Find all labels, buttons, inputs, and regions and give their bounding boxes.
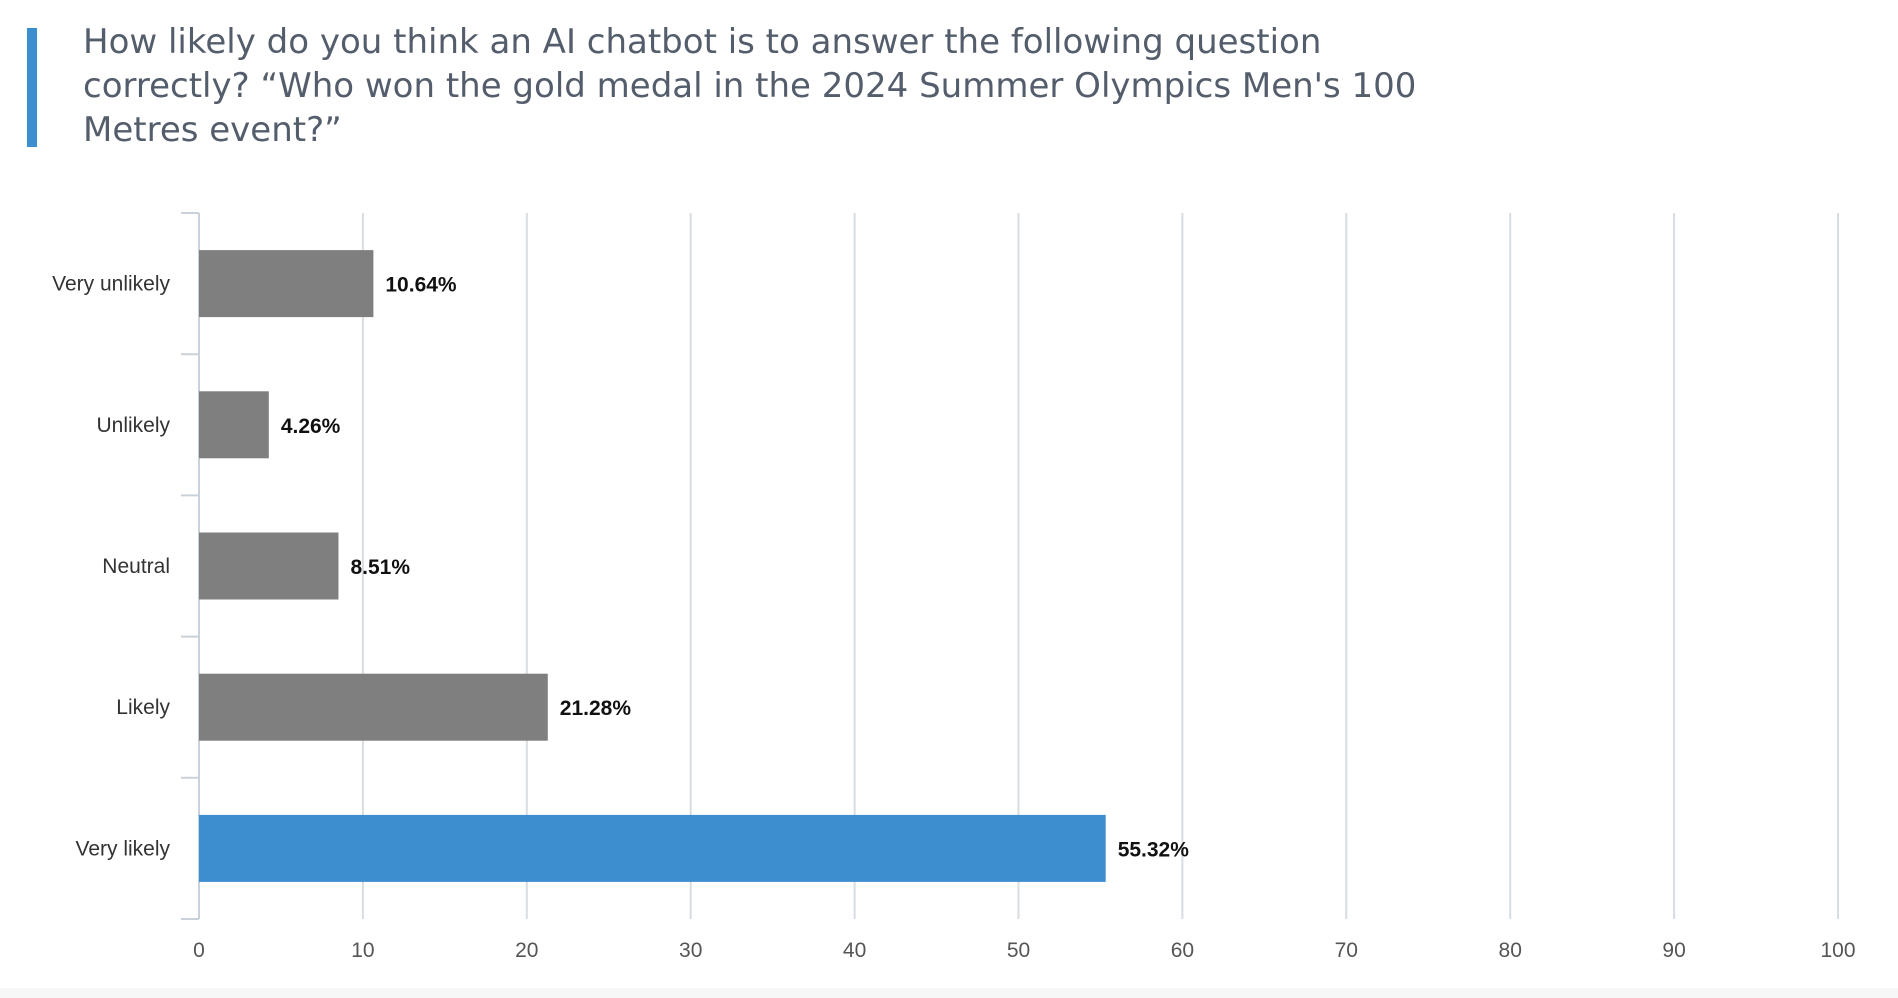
- value-label-very-unlikely: 10.64%: [385, 274, 457, 297]
- x-tick-label: 100: [1820, 939, 1855, 962]
- x-tick-label: 80: [1499, 939, 1522, 962]
- x-tick-label: 30: [679, 939, 702, 962]
- category-label-very-unlikely: Very unlikely: [52, 273, 170, 296]
- x-tick-label: 70: [1335, 939, 1358, 962]
- labels: 0 10 20 30 40 50 60 70 80 90 100 Very unlikely 10.64…: [52, 273, 1855, 962]
- bar-very-likely: [199, 814, 1106, 882]
- x-tick-label: 10: [351, 939, 374, 962]
- x-tick-label: 20: [515, 939, 538, 962]
- category-label-likely: Likely: [116, 696, 170, 719]
- x-tick-label: 50: [1007, 939, 1030, 962]
- bar-unlikely: [199, 391, 269, 459]
- bar-very-unlikely: [199, 250, 374, 318]
- value-label-neutral: 8.51%: [350, 556, 410, 579]
- value-label-unlikely: 4.26%: [281, 415, 341, 438]
- bar-neutral: [199, 532, 339, 600]
- x-tick-label: 0: [193, 939, 205, 962]
- footer-strip: [0, 988, 1898, 998]
- title-accent-bar: [27, 28, 37, 147]
- value-label-very-likely: 55.32%: [1118, 838, 1190, 861]
- x-tick-label: 90: [1662, 939, 1685, 962]
- gridlines: [361, 213, 1839, 919]
- x-tick-label: 40: [843, 939, 866, 962]
- category-label-neutral: Neutral: [102, 555, 170, 578]
- category-label-very-likely: Very likely: [75, 837, 170, 860]
- chart-title: How likely do you think an AI chatbot is…: [83, 22, 1417, 150]
- value-label-likely: 21.28%: [560, 697, 632, 720]
- bars: [199, 250, 1106, 882]
- x-tick-label: 60: [1171, 939, 1194, 962]
- bar-likely: [199, 673, 548, 741]
- axes: [181, 212, 200, 920]
- category-label-unlikely: Unlikely: [96, 414, 170, 437]
